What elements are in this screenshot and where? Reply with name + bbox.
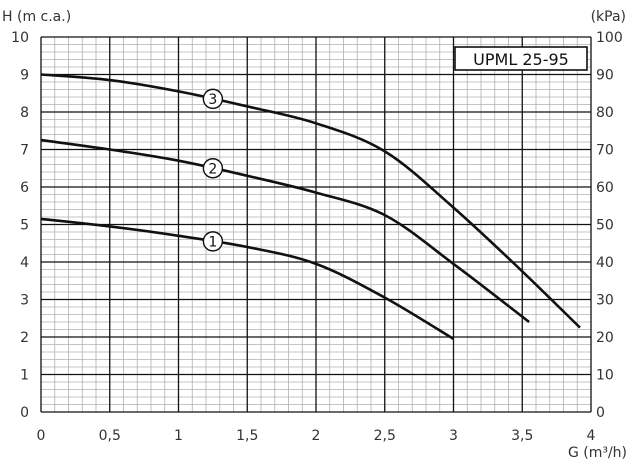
- y-right-tick-label: 0: [596, 405, 605, 421]
- curve-label-text: 3: [208, 92, 217, 108]
- curve-label-text: 1: [208, 234, 217, 250]
- y-right-tick-label: 100: [596, 30, 623, 46]
- x-tick-label: 0,5: [99, 428, 121, 444]
- y-tick-label: 2: [20, 330, 29, 346]
- y-tick-label: 9: [20, 68, 29, 84]
- x-tick-label: 3,5: [511, 428, 533, 444]
- y-tick-label: 3: [20, 293, 29, 309]
- x-tick-label: 4: [587, 428, 596, 444]
- y-tick-label: 5: [20, 218, 29, 234]
- major-grid: [40, 36, 592, 413]
- curve-label-circle: [202, 158, 224, 179]
- x-tick-label: 0: [37, 428, 46, 444]
- x-tick-label: 2: [312, 428, 321, 444]
- y-tick-label: 0: [20, 405, 29, 421]
- y-right-tick-label: 50: [596, 218, 614, 234]
- y-tick-label: 1: [20, 368, 29, 384]
- curve-3: [40, 73, 581, 329]
- x-axis-label: G (m³/h): [568, 445, 627, 459]
- y-right-tick-label: 30: [596, 293, 614, 309]
- y-tick-label: 10: [11, 30, 29, 46]
- x-tick-label: 1: [174, 428, 183, 444]
- y-tick-label: 4: [20, 255, 29, 271]
- y-right-tick-label: 70: [596, 143, 614, 159]
- y-tick-label: 7: [20, 143, 29, 159]
- chart-title: UPML 25-95: [473, 50, 569, 69]
- y-right-tick-label: 60: [596, 180, 614, 196]
- performance-curves: [40, 73, 581, 341]
- curve-label-3: 3: [202, 88, 224, 110]
- y-tick-label: 6: [20, 180, 29, 196]
- x-tick-label: 1,5: [236, 428, 258, 444]
- y-right-tick-label: 10: [596, 368, 614, 384]
- x-tick-label: 3: [449, 428, 458, 444]
- y-right-tick-label: 90: [596, 68, 614, 84]
- curve-label-circle: [202, 231, 224, 252]
- y-right-tick-label: 40: [596, 255, 614, 271]
- curve-label-1: 1: [202, 231, 224, 252]
- curve-labels: 1 2 3: [202, 88, 224, 252]
- curve-2: [40, 138, 530, 324]
- y-axis-left-label: H (m c.a.): [2, 9, 71, 25]
- tick-labels: 0 0,5 1 1,5 2 2,5 3 3,5 401234567891001020304050…: [11, 30, 623, 444]
- curve-label-2: 2: [202, 158, 224, 179]
- x-tick-label: 2,5: [374, 428, 396, 444]
- curve-label-circle: [202, 88, 224, 110]
- y-right-tick-label: 80: [596, 105, 614, 121]
- curve-label-text: 2: [208, 161, 217, 177]
- y-right-tick-label: 20: [596, 330, 614, 346]
- y-tick-label: 8: [20, 105, 29, 121]
- y-axis-right-label: (kPa): [591, 9, 626, 25]
- model-label-box: UPML 25-95: [454, 46, 588, 71]
- curve-1: [40, 217, 455, 341]
